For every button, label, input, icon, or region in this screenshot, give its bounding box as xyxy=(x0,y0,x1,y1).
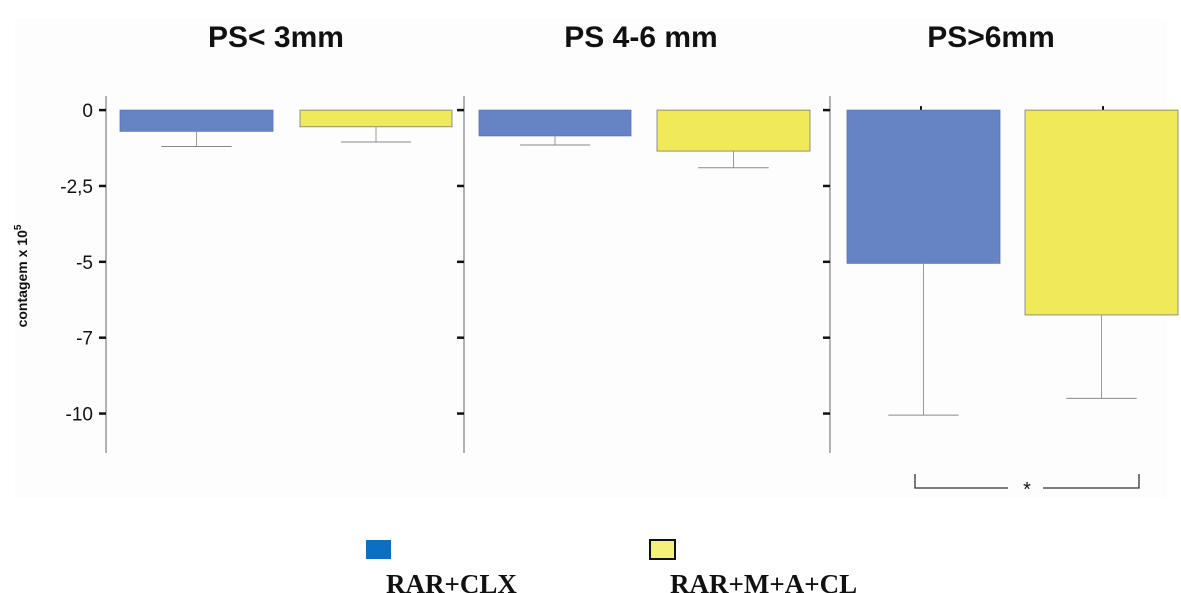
bar-3-rar-clx xyxy=(846,109,1001,264)
svg-text:contagem x 105: contagem x 105 xyxy=(13,224,30,327)
legend: RAR+CLX RAR+M+A+CL xyxy=(366,539,857,593)
y-ticks: 0 -2,5 -5 -7 -10 xyxy=(60,101,1104,426)
error-bars xyxy=(161,126,1137,416)
legend-label-rar-clx: RAR+CLX xyxy=(386,569,517,593)
panel-title-3: PS>6mm xyxy=(927,21,1055,54)
legend-swatch-rar-clx xyxy=(366,540,391,559)
significance-star: * xyxy=(1023,479,1031,501)
legend-label-rar-m-a-cl: RAR+M+A+CL xyxy=(670,569,857,593)
bar-2-rar-clx xyxy=(478,109,632,137)
bar-1-rar-m-a-cl xyxy=(299,109,453,128)
bracket-left xyxy=(914,474,1008,489)
y-axis-label-text: contagem x 10 xyxy=(14,230,30,327)
y-axis-label-superscript: 5 xyxy=(13,224,24,230)
bracket-right xyxy=(1043,474,1140,489)
y-tick-label: -5 xyxy=(76,253,93,274)
y-tick-label: -7 xyxy=(76,329,93,350)
panel-title-1: PS< 3mm xyxy=(208,21,344,54)
y-tick-label: -10 xyxy=(66,405,93,426)
bars xyxy=(119,109,1179,316)
legend-swatch-rar-m-a-cl xyxy=(649,539,676,560)
bar-2-rar-m-a-cl xyxy=(656,109,811,152)
bar-1-rar-clx xyxy=(119,109,274,132)
panel-title-2: PS 4-6 mm xyxy=(564,21,717,54)
axes xyxy=(105,96,831,453)
y-tick-label: -2,5 xyxy=(60,177,93,198)
y-axis-label: contagem x 105 xyxy=(13,224,30,327)
y-tick-label: 0 xyxy=(82,101,93,122)
significance-bracket: * xyxy=(914,474,1140,501)
bar-3-rar-m-a-cl xyxy=(1024,109,1179,316)
